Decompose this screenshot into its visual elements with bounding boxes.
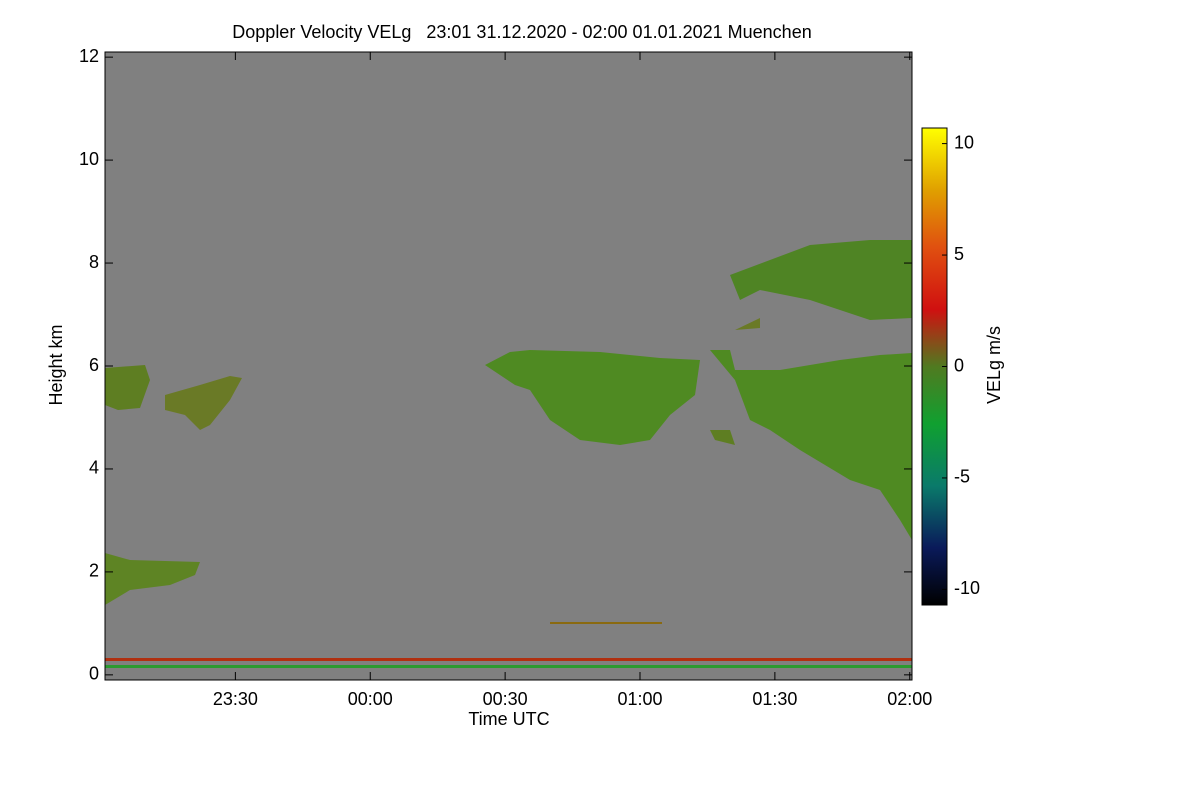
colorbar-tick-label: 10 xyxy=(954,132,974,152)
echo xyxy=(105,665,912,668)
echo xyxy=(550,622,662,624)
colorbar-tick-label: 5 xyxy=(954,244,964,264)
echo xyxy=(485,350,700,445)
x-tick-label: 02:00 xyxy=(887,689,932,709)
y-tick-label: 4 xyxy=(89,458,99,478)
echo xyxy=(710,430,735,445)
y-tick-label: 6 xyxy=(89,355,99,375)
echo xyxy=(710,350,912,540)
chart-title: Doppler Velocity VELg 23:01 31.12.2020 -… xyxy=(232,22,811,42)
x-tick-label: 01:30 xyxy=(752,689,797,709)
x-axis-label: Time UTC xyxy=(468,709,549,729)
x-tick-label: 00:00 xyxy=(348,689,393,709)
y-tick-label: 0 xyxy=(89,664,99,684)
echo xyxy=(105,658,912,661)
colorbar-tick-label: -5 xyxy=(954,467,970,487)
y-tick-label: 2 xyxy=(89,561,99,581)
x-tick-label: 23:30 xyxy=(213,689,258,709)
y-tick-label: 8 xyxy=(89,252,99,272)
x-tick-label: 01:00 xyxy=(617,689,662,709)
echo xyxy=(735,318,760,330)
echo xyxy=(165,376,242,430)
colorbar-label: VELg m/s xyxy=(984,326,1004,404)
echo xyxy=(105,553,200,605)
echo-regions xyxy=(105,240,912,668)
colorbar-tick-label: 0 xyxy=(954,355,964,375)
x-tick-label: 00:30 xyxy=(483,689,528,709)
y-tick-label: 10 xyxy=(79,149,99,169)
y-axis-label: Height km xyxy=(46,324,66,405)
echo xyxy=(730,240,912,320)
y-tick-label: 12 xyxy=(79,46,99,66)
colorbar-tick-label: -10 xyxy=(954,578,980,598)
echo xyxy=(105,365,150,410)
